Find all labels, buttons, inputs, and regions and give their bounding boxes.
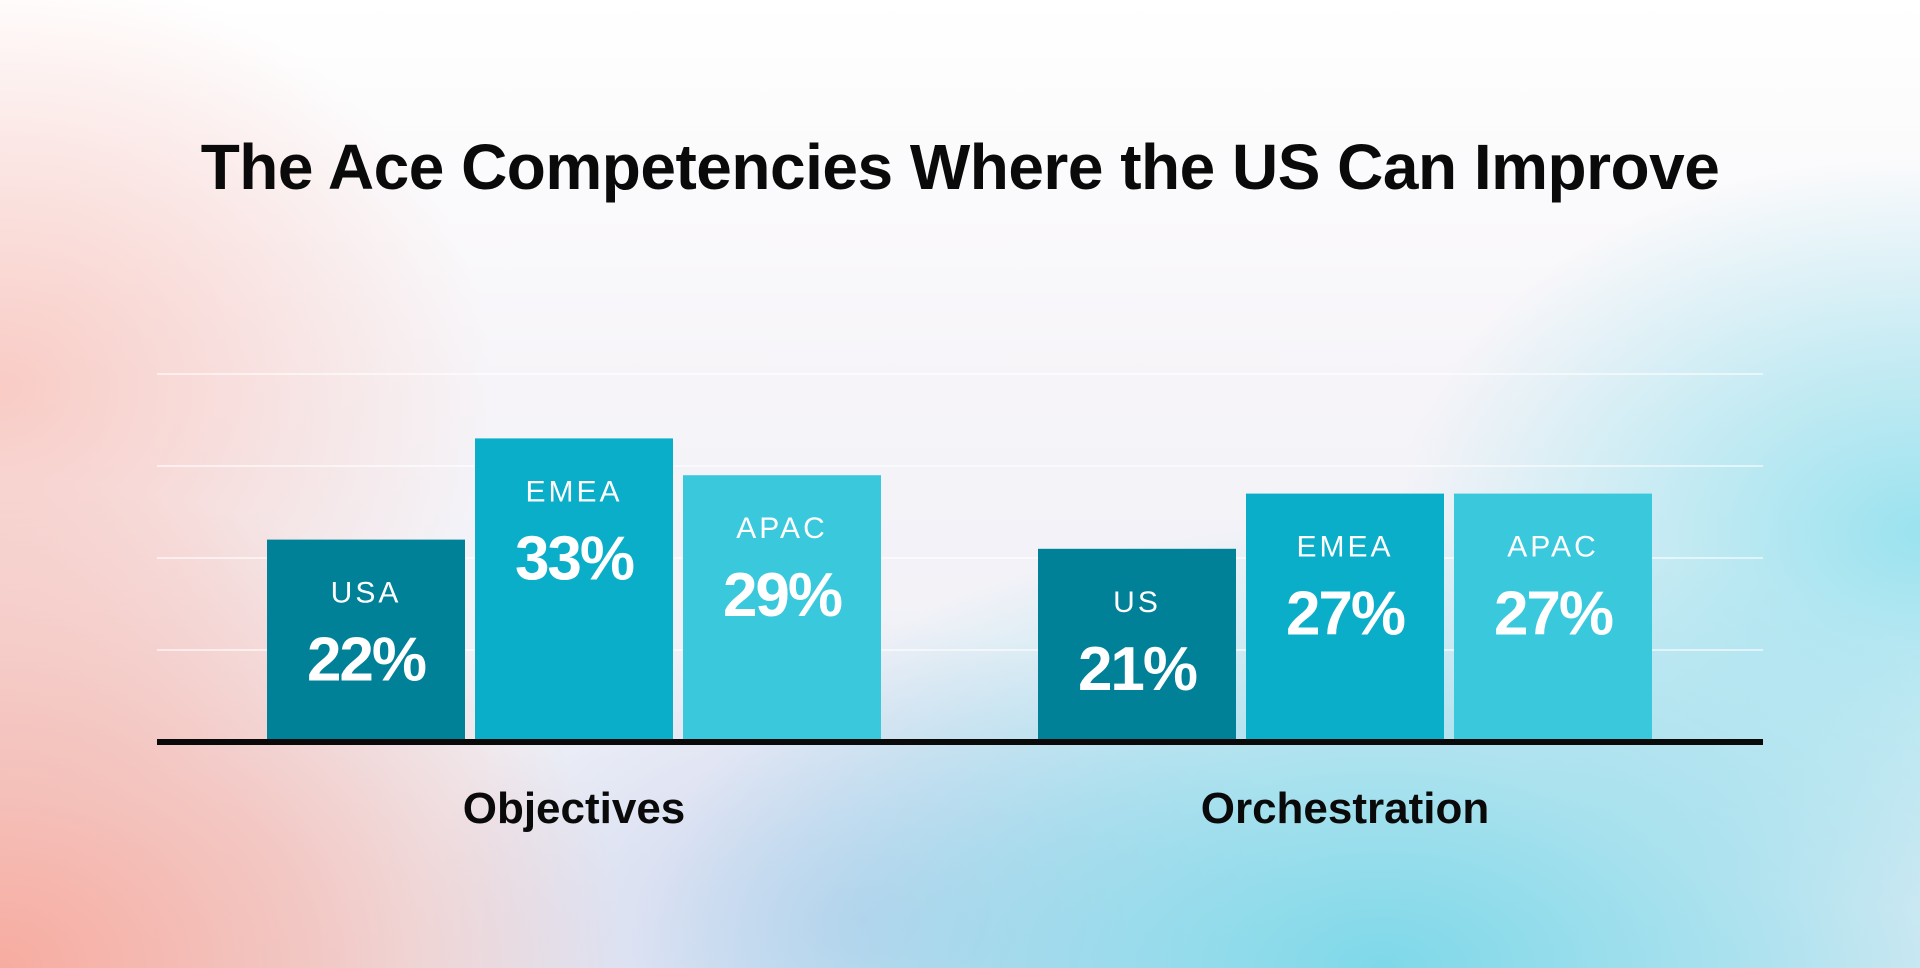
- data-label: 21%: [1078, 635, 1197, 704]
- category-label: Objectives: [463, 784, 686, 833]
- data-label: 29%: [723, 561, 842, 630]
- bar: [683, 475, 881, 742]
- bar-group: APAC 27%: [1454, 493, 1652, 742]
- bar: [1038, 548, 1236, 742]
- bar: [1454, 493, 1652, 742]
- data-label: 33%: [515, 524, 634, 593]
- bar: [267, 539, 465, 742]
- bar-label: APAC: [736, 512, 827, 545]
- bar-label: EMEA: [525, 475, 622, 508]
- chart-title: The Ace Competencies Where the US Can Im…: [200, 131, 1720, 203]
- bar-label: APAC: [1507, 531, 1598, 564]
- bar-group: EMEA 27%: [1246, 493, 1444, 742]
- bar-group: US 21%: [1038, 548, 1236, 742]
- bar-group: EMEA 33%: [475, 438, 673, 742]
- bar-label: US: [1113, 586, 1161, 619]
- bar: [475, 438, 673, 742]
- bar-group: USA 22%: [267, 539, 465, 742]
- group-labels: Objectives Orchestration: [463, 784, 1490, 833]
- bar-group: APAC 29%: [683, 475, 881, 742]
- bar-label: USA: [331, 577, 402, 610]
- bar: [1246, 493, 1444, 742]
- bar-label: EMEA: [1296, 531, 1393, 564]
- data-label: 22%: [307, 626, 426, 695]
- data-label: 27%: [1286, 580, 1405, 649]
- category-label: Orchestration: [1201, 784, 1490, 833]
- bars: USA 22% EMEA 33% APAC 29% US 21% EMEA 27% APAC 27%: [267, 438, 1652, 742]
- data-label: 27%: [1494, 580, 1613, 649]
